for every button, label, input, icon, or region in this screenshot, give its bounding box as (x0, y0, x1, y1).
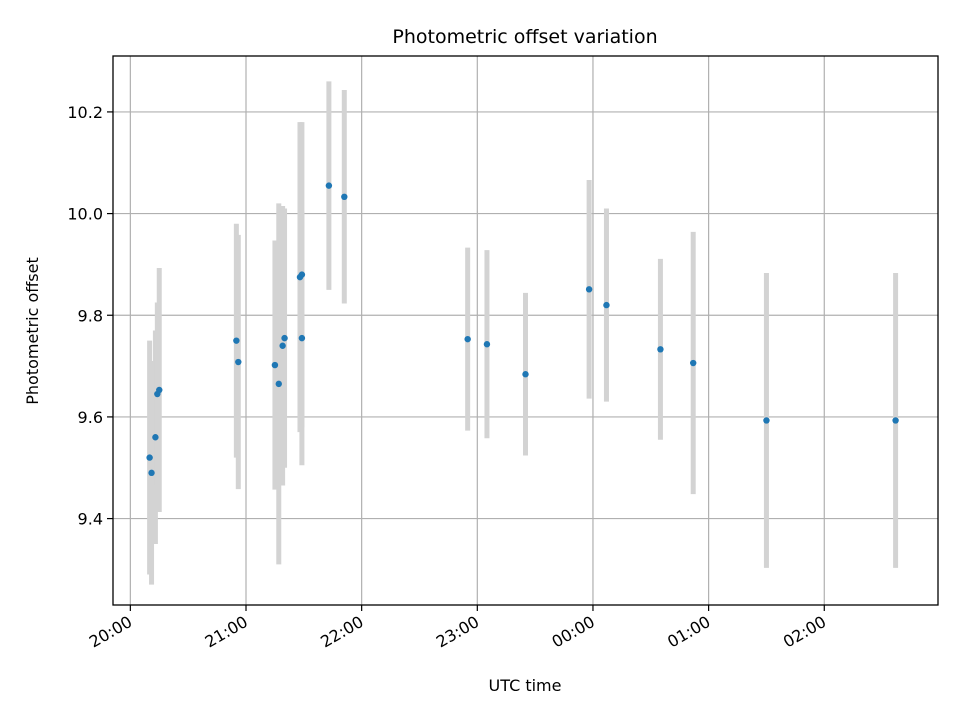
data-point (298, 271, 306, 278)
data-point (281, 334, 288, 342)
data-point (464, 335, 471, 343)
data-point (235, 358, 242, 366)
y-tick-label: 9.6 (78, 408, 103, 427)
data-point (271, 361, 279, 369)
data-point (233, 337, 240, 344)
data-point (657, 346, 664, 353)
x-tick-label: 01:00 (664, 612, 713, 652)
plot-frame (112, 55, 939, 606)
tick-layer: 20:00 21:00 22:00 23:00 00:00 01:00 02:00 9.4 9.… (67, 103, 829, 652)
data-point (156, 386, 163, 394)
data-point (522, 371, 529, 378)
data-point (275, 380, 282, 388)
y-axis-label: Photometric offset (23, 257, 42, 405)
x-tick-label: 21:00 (202, 612, 251, 652)
y-tick-label: 9.4 (78, 510, 103, 529)
data-point (763, 417, 770, 424)
data-point (148, 469, 155, 477)
chart-title: Photometric offset variation (392, 26, 657, 48)
y-tick-label: 10.2 (67, 103, 103, 122)
y-tick-label: 9.8 (78, 306, 103, 325)
data-point (341, 193, 348, 201)
x-tick-label: 22:00 (317, 612, 366, 652)
data-point (152, 434, 159, 441)
data-point (298, 334, 306, 342)
errorbar-layer (147, 81, 899, 585)
data-point (892, 417, 899, 424)
y-tick-label: 10.0 (67, 205, 103, 224)
data-point (279, 342, 286, 349)
data-point (689, 359, 697, 367)
x-axis-label: UTC time (489, 676, 562, 695)
data-point (325, 182, 333, 189)
data-point (585, 286, 593, 293)
x-tick-label: 02:00 (780, 612, 829, 652)
data-point (483, 341, 491, 348)
x-tick-label: 20:00 (86, 612, 135, 652)
x-tick-label: 23:00 (433, 612, 482, 652)
data-point (603, 301, 610, 309)
point-layer (146, 182, 899, 477)
data-point (146, 454, 153, 461)
x-tick-label: 00:00 (549, 612, 598, 652)
